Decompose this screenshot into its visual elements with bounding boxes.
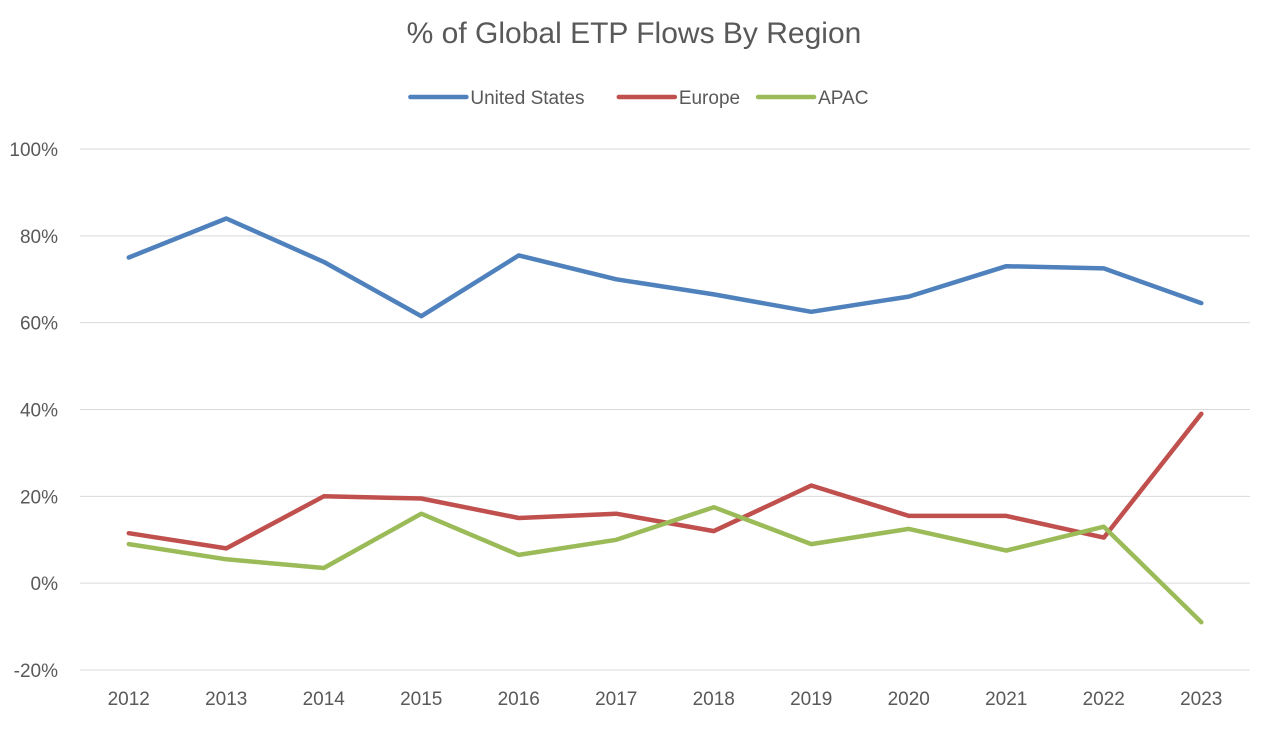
y-tick-label: 40%	[20, 401, 58, 422]
series-line-europe	[126, 411, 1204, 551]
legend-item-united-states: United States	[408, 88, 584, 109]
x-tick-label: 2013	[205, 689, 247, 710]
y-tick-label: 20%	[20, 487, 58, 508]
x-tick-label: 2014	[303, 689, 346, 710]
series-line-united-states	[126, 216, 1204, 319]
legend-item-apac: APAC	[755, 88, 868, 109]
x-tick-label: 2019	[790, 689, 832, 710]
x-tick-label: 2015	[400, 689, 442, 710]
x-tick-label: 2012	[108, 689, 150, 710]
x-tick-label: 2021	[985, 689, 1027, 710]
y-tick-label: 60%	[20, 314, 58, 335]
y-tick-label: 100%	[9, 140, 58, 161]
x-tick-label: 2023	[1180, 689, 1222, 710]
legend-item-europe: Europe	[616, 88, 740, 109]
x-tick-label: 2022	[1083, 689, 1125, 710]
legend-label: United States	[470, 88, 584, 109]
x-tick-label: 2020	[888, 689, 930, 710]
y-tick-label: 0%	[31, 574, 59, 595]
legend-label: APAC	[818, 88, 868, 109]
chart-title: % of Global ETP Flows By Region	[407, 17, 862, 50]
legend: United States Europe APAC	[408, 88, 868, 109]
x-tick-label: 2017	[595, 689, 637, 710]
x-tick-label: 2018	[693, 689, 735, 710]
legend-label: Europe	[679, 88, 740, 109]
x-axis: 2012 2013 2014 2015 2016 2017 2018 2019 2020 2021…	[108, 689, 1223, 710]
series-lines	[126, 216, 1204, 625]
y-tick-label: -20%	[14, 661, 58, 682]
y-tick-label: 80%	[20, 227, 58, 248]
series-line-apac	[126, 504, 1204, 625]
x-tick-label: 2016	[498, 689, 540, 710]
y-axis: -20% 0% 20% 40% 60% 80% 100%	[9, 140, 58, 682]
gridlines	[80, 148, 1250, 671]
